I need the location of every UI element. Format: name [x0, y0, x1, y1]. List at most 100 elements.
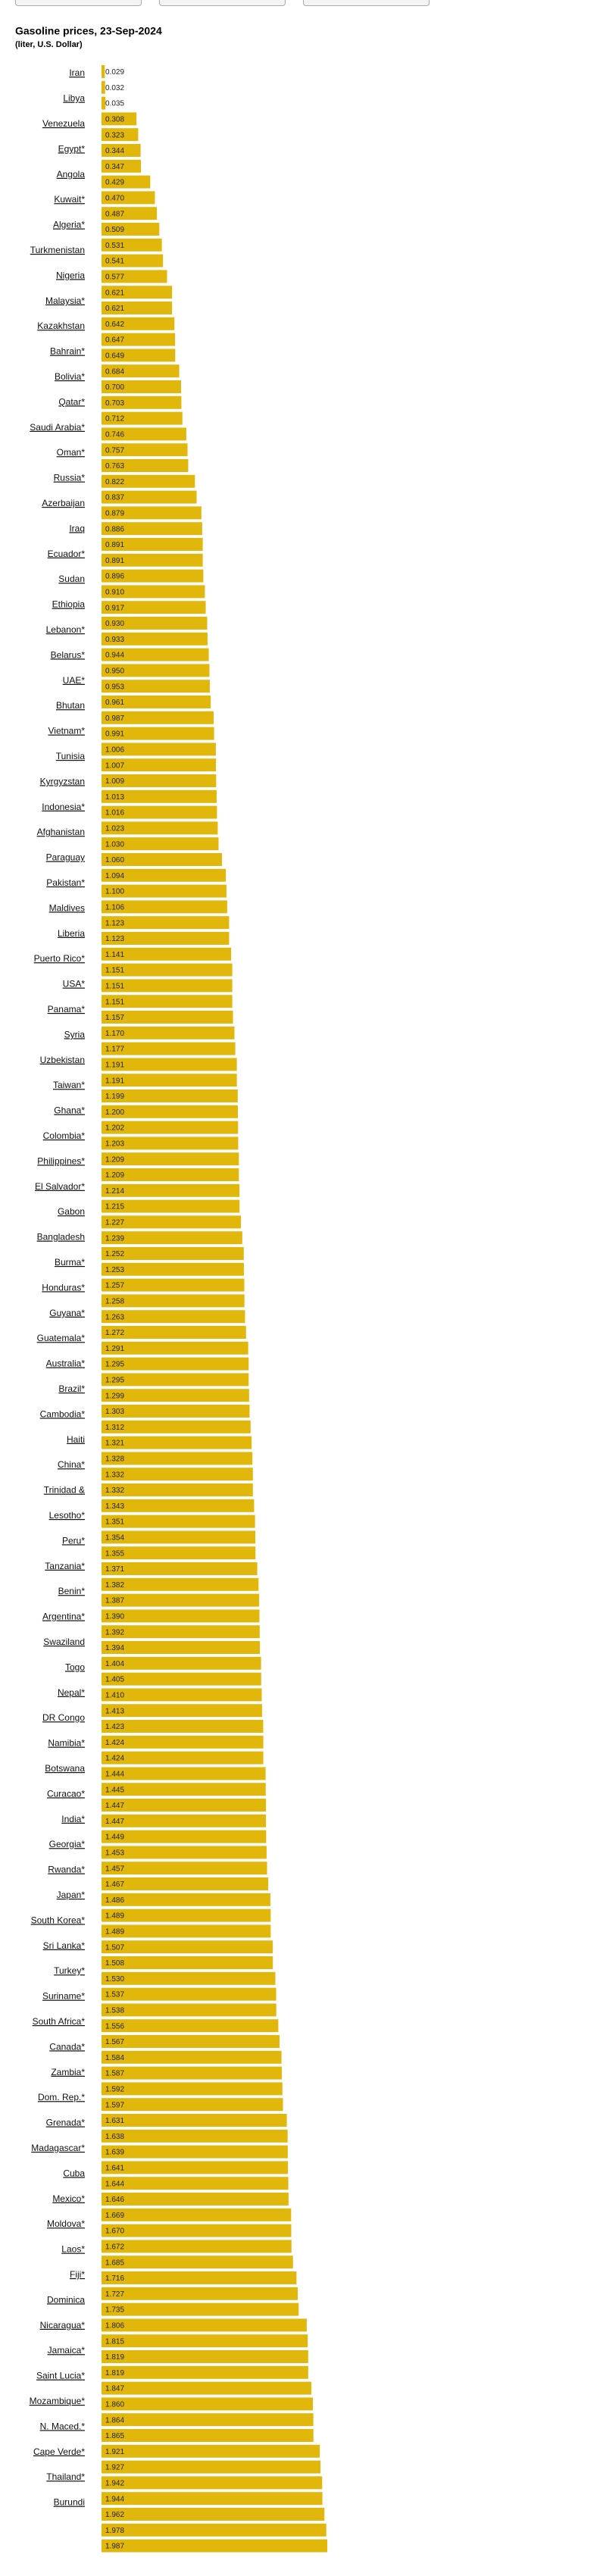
country-link[interactable]: South Africa* [33, 2016, 86, 2027]
country-link[interactable]: Honduras* [42, 1282, 85, 1293]
country-link[interactable]: Ecuador* [48, 549, 86, 559]
country-link[interactable]: Mexico* [52, 2193, 85, 2204]
country-link[interactable]: Afghanistan [37, 827, 85, 837]
country-link[interactable]: Angola [57, 169, 86, 180]
country-link[interactable]: Japan* [57, 1890, 86, 1900]
country-link[interactable]: Australia* [46, 1358, 86, 1369]
country-link[interactable]: Indonesia* [42, 802, 85, 812]
country-link[interactable]: Tunisia [56, 751, 86, 761]
country-link[interactable]: Jamaica* [48, 2345, 86, 2356]
country-link[interactable]: Laos* [61, 2244, 85, 2255]
country-link[interactable]: China* [58, 1459, 85, 1470]
country-link[interactable]: Moldova* [47, 2218, 85, 2229]
country-link[interactable]: Togo [65, 1662, 85, 1672]
country-link[interactable]: UAE* [63, 675, 86, 686]
country-link[interactable]: Dom. Rep.* [38, 2092, 85, 2102]
country-link[interactable]: Qatar* [58, 396, 85, 407]
country-link[interactable]: Lebanon* [46, 624, 86, 635]
country-link[interactable]: Canada* [49, 2041, 85, 2052]
button[interactable] [15, 0, 142, 6]
country-link[interactable]: Botswana [45, 1763, 85, 1774]
country-link[interactable]: DR Congo [42, 1712, 85, 1723]
country-link[interactable]: Azerbaijan [42, 498, 85, 508]
country-link[interactable]: Iraq [69, 523, 85, 533]
country-link[interactable]: Gabon [58, 1206, 85, 1217]
country-link[interactable]: Maldives [49, 902, 85, 913]
country-link[interactable]: Burma* [55, 1257, 85, 1268]
country-link[interactable]: Dominica [47, 2294, 85, 2305]
country-link[interactable]: Algeria* [53, 220, 85, 230]
country-link[interactable]: Guyana* [49, 1308, 85, 1318]
country-link[interactable]: Venezuela [42, 118, 85, 129]
country-link[interactable]: Liberia [58, 928, 85, 939]
country-link[interactable]: Vietnam* [48, 726, 86, 736]
country-link[interactable]: Egypt* [58, 143, 86, 154]
country-link[interactable]: Syria [64, 1029, 86, 1039]
country-link[interactable]: Mozambique* [30, 2396, 86, 2406]
country-link[interactable]: South Korea* [31, 1915, 86, 1925]
country-link[interactable]: Sudan [58, 574, 85, 584]
country-link[interactable]: Iran [69, 67, 85, 78]
country-link[interactable]: USA* [63, 979, 86, 989]
country-link[interactable]: India* [61, 1814, 85, 1824]
country-link[interactable]: Benin* [58, 1586, 86, 1596]
country-link[interactable]: Bangladesh [37, 1232, 85, 1243]
country-link[interactable]: Saudi Arabia* [30, 422, 85, 433]
country-link[interactable]: Swaziland [43, 1637, 85, 1647]
country-link[interactable]: Bhutan [56, 700, 85, 711]
country-link[interactable]: Trinidad & [44, 1485, 85, 1496]
country-link[interactable]: Kyrgyzstan [40, 776, 85, 786]
country-link[interactable]: Russia* [54, 473, 86, 483]
country-link[interactable]: El Salvador* [35, 1181, 85, 1192]
country-link[interactable]: Pakistan* [46, 877, 85, 888]
country-link[interactable]: Turkey* [54, 1965, 85, 1976]
country-link[interactable]: Burundi [54, 2497, 85, 2508]
country-link[interactable]: Grenada* [46, 2118, 86, 2128]
country-link[interactable]: Turkmenistan [30, 245, 85, 255]
country-link[interactable]: Kazakhstan [37, 320, 85, 331]
country-link[interactable]: Uzbekistan [40, 1055, 85, 1065]
country-link[interactable]: Namibia* [48, 1738, 85, 1749]
button[interactable] [303, 0, 430, 6]
country-link[interactable]: Georgia* [49, 1839, 86, 1849]
country-link[interactable]: Sri Lanka* [43, 1940, 86, 1951]
country-link[interactable]: Zambia* [51, 2067, 85, 2077]
country-link[interactable]: Libya [63, 93, 85, 104]
country-link[interactable]: Nigeria [56, 270, 85, 280]
country-link[interactable]: Thailand* [46, 2471, 85, 2482]
country-link[interactable]: Tanzania* [45, 1561, 85, 1571]
country-link[interactable]: Bahrain* [50, 346, 85, 357]
country-link[interactable]: Kuwait* [54, 194, 85, 205]
country-link[interactable]: Lesotho* [49, 1510, 86, 1521]
country-link[interactable]: Bolivia* [55, 371, 85, 382]
country-link[interactable]: Curacao* [47, 1788, 85, 1799]
country-link[interactable]: Ethiopia [52, 599, 86, 610]
country-link[interactable]: Madagascar* [31, 2143, 85, 2153]
country-link[interactable]: Cape Verde* [33, 2446, 85, 2457]
country-link[interactable]: Fiji* [70, 2269, 85, 2280]
country-link[interactable]: Ghana* [54, 1105, 85, 1116]
country-link[interactable]: Brazil* [58, 1383, 85, 1394]
country-link[interactable]: Cuba [63, 2168, 85, 2178]
country-link[interactable]: Philippines* [37, 1155, 85, 1166]
country-link[interactable]: Argentina* [42, 1612, 85, 1622]
country-link[interactable]: Nepal* [58, 1687, 85, 1698]
country-link[interactable]: Paraguay [46, 852, 85, 863]
country-link[interactable]: Oman* [57, 447, 86, 458]
country-link[interactable]: Colombia* [43, 1130, 86, 1141]
country-link[interactable]: Saint Lucia* [36, 2371, 85, 2381]
country-link[interactable]: Suriname* [42, 1991, 85, 2002]
country-link[interactable]: Guatemala* [37, 1333, 86, 1343]
country-link[interactable]: Cambodia* [40, 1408, 86, 1419]
country-link[interactable]: Haiti [67, 1434, 85, 1445]
button[interactable] [159, 0, 286, 6]
country-link[interactable]: Panama* [48, 1004, 86, 1014]
country-link[interactable]: Taiwan* [53, 1080, 85, 1090]
country-link[interactable]: Belarus* [51, 649, 86, 660]
country-link[interactable]: N. Maced.* [40, 2421, 86, 2431]
country-link[interactable]: Malaysia* [45, 295, 85, 306]
country-link[interactable]: Puerto Rico* [34, 953, 86, 964]
country-link[interactable]: Rwanda* [48, 1865, 85, 1875]
country-link[interactable]: Peru* [62, 1535, 85, 1546]
country-link[interactable]: Nicaragua* [40, 2320, 86, 2331]
